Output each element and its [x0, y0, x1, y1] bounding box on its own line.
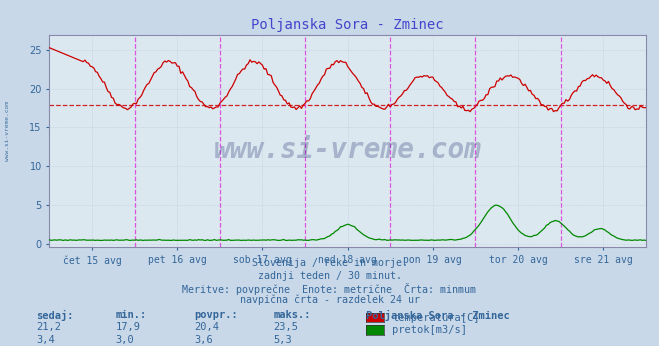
Text: Slovenija / reke in morje.: Slovenija / reke in morje. [252, 258, 407, 268]
Title: Poljanska Sora - Zminec: Poljanska Sora - Zminec [251, 18, 444, 32]
Text: navpična črta - razdelek 24 ur: navpična črta - razdelek 24 ur [239, 295, 420, 305]
Text: www.si-vreme.com: www.si-vreme.com [214, 136, 482, 164]
Text: maks.:: maks.: [273, 310, 311, 320]
Text: zadnji teden / 30 minut.: zadnji teden / 30 minut. [258, 271, 401, 281]
Text: www.si-vreme.com: www.si-vreme.com [5, 101, 11, 162]
Text: min.:: min.: [115, 310, 146, 320]
Text: povpr.:: povpr.: [194, 310, 238, 320]
Text: 5,3: 5,3 [273, 335, 292, 345]
Text: 3,6: 3,6 [194, 335, 213, 345]
Text: 23,5: 23,5 [273, 322, 299, 333]
Text: Poljanska Sora - Zminec: Poljanska Sora - Zminec [366, 310, 509, 321]
Text: sedaj:: sedaj: [36, 310, 74, 321]
Text: pretok[m3/s]: pretok[m3/s] [392, 325, 467, 335]
Text: temperatura[C]: temperatura[C] [392, 313, 480, 323]
Text: 3,4: 3,4 [36, 335, 55, 345]
Text: 20,4: 20,4 [194, 322, 219, 333]
Text: 17,9: 17,9 [115, 322, 140, 333]
Text: 3,0: 3,0 [115, 335, 134, 345]
Text: 21,2: 21,2 [36, 322, 61, 333]
Text: Meritve: povprečne  Enote: metrične  Črta: minmum: Meritve: povprečne Enote: metrične Črta:… [183, 283, 476, 295]
